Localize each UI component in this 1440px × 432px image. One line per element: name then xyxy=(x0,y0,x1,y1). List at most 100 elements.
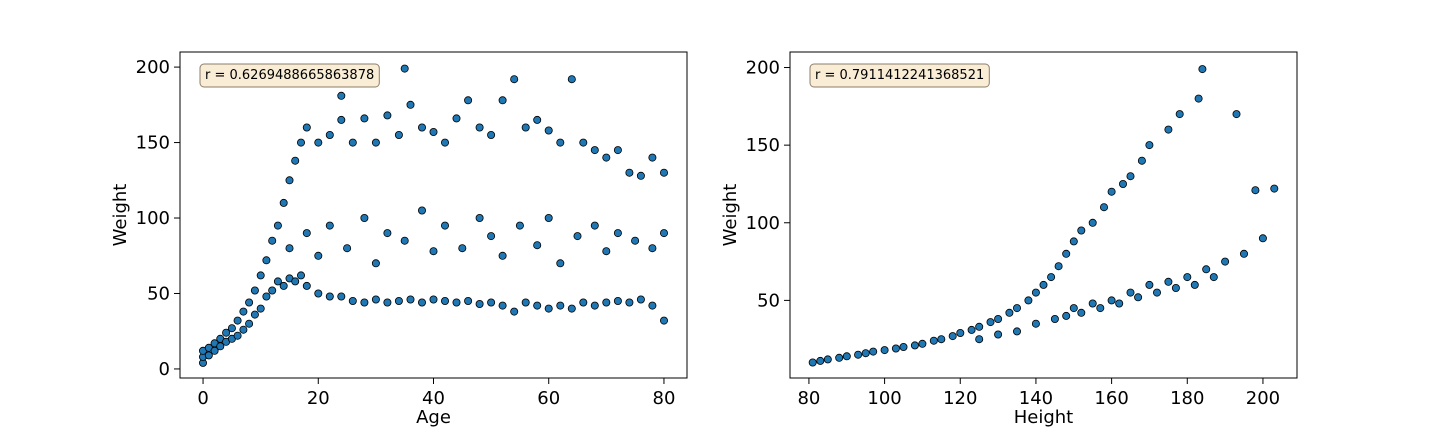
y-tick-label: 50 xyxy=(147,283,170,304)
scatter-point xyxy=(371,138,380,147)
scatter-point xyxy=(256,304,265,313)
scatter-point xyxy=(245,319,254,328)
scatter-point xyxy=(273,277,282,286)
scatter-point xyxy=(910,341,919,350)
scatter-point xyxy=(285,244,294,253)
scatter-point xyxy=(648,244,657,253)
x-tick-label: 100 xyxy=(867,388,901,409)
scatter-point xyxy=(250,310,259,319)
y-tick-label: 100 xyxy=(136,208,170,229)
scatter-point xyxy=(590,301,599,310)
scatter-point xyxy=(869,347,878,356)
scatter-point xyxy=(660,229,669,238)
y-ticks-left: 0 50 100 150 200 xyxy=(136,57,180,380)
scatter-point xyxy=(233,331,242,340)
scatter-point xyxy=(400,64,409,73)
scatter-point xyxy=(417,206,426,215)
scatter-point xyxy=(262,256,271,265)
x-tick-label: 60 xyxy=(537,388,560,409)
scatter-point xyxy=(337,91,346,100)
scatter-point xyxy=(302,123,311,132)
x-tick-label: 120 xyxy=(943,388,977,409)
scatter-point xyxy=(348,138,357,147)
scatter-point xyxy=(325,292,334,301)
scatter-point xyxy=(823,355,832,364)
x-axis-label-left: Age xyxy=(416,407,451,428)
scatter-point xyxy=(1164,277,1173,286)
scatter-point xyxy=(440,296,449,305)
scatter-point xyxy=(343,244,352,253)
y-axis-label-right: Weight xyxy=(720,184,741,247)
scatter-point xyxy=(1069,304,1078,313)
scatter-point xyxy=(291,156,300,165)
x-ticks-right: 80 100 120 140 160 180 200 xyxy=(797,378,1280,409)
scatter-point xyxy=(613,296,622,305)
annotation-box-left xyxy=(199,63,380,88)
scatter-point xyxy=(956,328,965,337)
scatter-point xyxy=(1198,65,1207,74)
scatter-point xyxy=(487,232,496,241)
scatter-point xyxy=(975,335,984,344)
scatter-point xyxy=(510,307,519,316)
scatter-point xyxy=(279,198,288,207)
scatter-point xyxy=(613,229,622,238)
scatter-point xyxy=(429,295,438,304)
x-tick-label: 80 xyxy=(797,388,820,409)
scatter-point xyxy=(296,138,305,147)
scatter-point xyxy=(590,146,599,155)
scatter-point xyxy=(1100,203,1109,212)
scatter-point xyxy=(1137,156,1146,165)
scatter-point xyxy=(383,298,392,307)
scatter-point xyxy=(383,111,392,120)
scatter-point xyxy=(1258,234,1267,243)
scatter-point xyxy=(1134,293,1143,302)
scatter-point xyxy=(636,171,645,180)
scatter-point xyxy=(250,286,259,295)
scatter-point xyxy=(556,301,565,310)
scatter-point xyxy=(660,316,669,325)
scatter-point xyxy=(314,251,323,260)
scatter-point xyxy=(227,324,236,333)
scatter-point xyxy=(929,336,938,345)
scatter-point xyxy=(994,330,1003,339)
scatter-point xyxy=(452,114,461,123)
scatter-point xyxy=(842,352,851,361)
scatter-point xyxy=(429,247,438,256)
scatter-point xyxy=(302,281,311,290)
scatter-point xyxy=(498,301,507,310)
scatter-point xyxy=(452,298,461,307)
scatter-point xyxy=(556,138,565,147)
scatter-point xyxy=(360,298,369,307)
scatter-point xyxy=(1088,218,1097,227)
scatter-point xyxy=(1251,186,1260,195)
y-tick-label: 150 xyxy=(746,135,780,156)
scatter-point xyxy=(1088,299,1097,308)
scatter-point xyxy=(1240,249,1249,258)
scatter-point xyxy=(1077,226,1086,235)
scatter-point xyxy=(360,114,369,123)
scatter-point xyxy=(579,298,588,307)
scatter-point xyxy=(1047,273,1056,282)
x-tick-label: 20 xyxy=(307,388,330,409)
scatter-point xyxy=(256,271,265,280)
scatter-point xyxy=(268,236,277,245)
scatter-point xyxy=(1145,141,1154,150)
scatter-point xyxy=(521,298,530,307)
scatter-point xyxy=(1031,288,1040,297)
scatter-point xyxy=(475,299,484,308)
scatter-point xyxy=(544,304,553,313)
scatter-point xyxy=(948,332,957,341)
scatter-point xyxy=(348,296,357,305)
x-axis-label-right: Height xyxy=(1014,407,1074,428)
x-tick-label: 140 xyxy=(1019,388,1053,409)
scatter-point xyxy=(400,236,409,245)
scatter-point xyxy=(515,221,524,230)
scatter-point xyxy=(371,295,380,304)
scatter-point xyxy=(918,339,927,348)
scatter-point xyxy=(636,295,645,304)
scatter-point xyxy=(648,153,657,162)
scatter-point xyxy=(533,115,542,124)
scatter-point xyxy=(1221,257,1230,266)
scatter-point xyxy=(285,176,294,185)
scatter-point xyxy=(880,346,889,355)
